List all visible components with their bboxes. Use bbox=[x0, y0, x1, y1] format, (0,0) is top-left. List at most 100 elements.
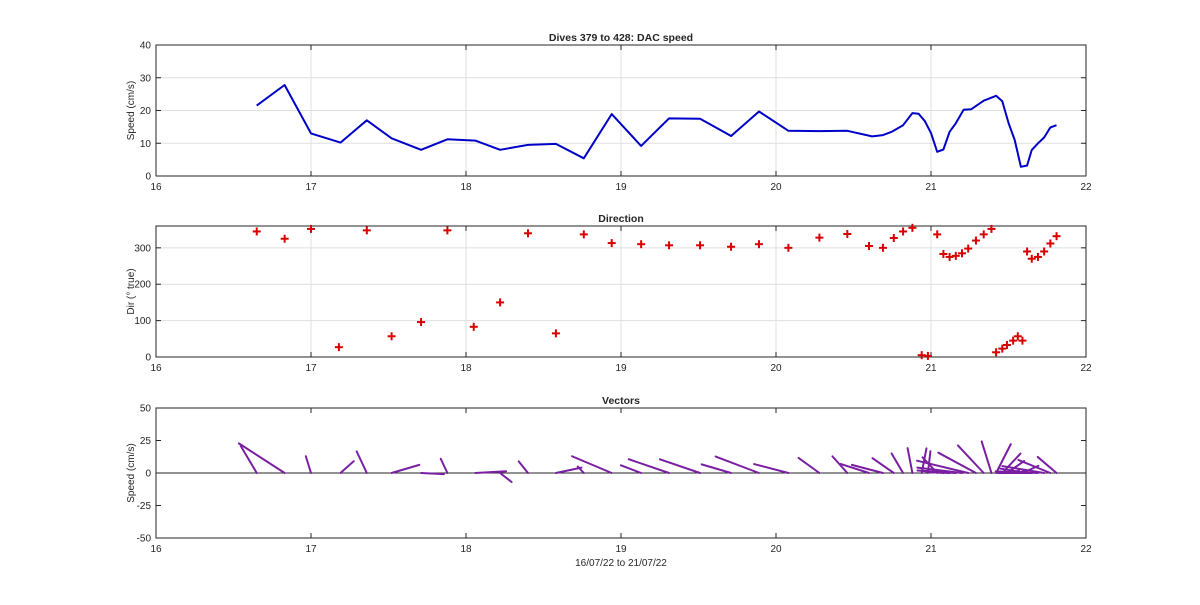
x-tick-label: 19 bbox=[615, 544, 627, 555]
vector-stick bbox=[304, 455, 312, 474]
direction-marker bbox=[899, 227, 908, 236]
y-tick-label: 0 bbox=[145, 172, 151, 183]
panel-title: Dives 379 to 428: DAC speed bbox=[549, 32, 693, 44]
direction-panel: 16 17 18 19 20 21 22 0 100 200 300 Direction Dir (° … bbox=[126, 213, 1092, 374]
vector-stick bbox=[916, 466, 963, 474]
vector-stick bbox=[439, 457, 449, 474]
direction-marker bbox=[1052, 232, 1061, 241]
y-tick-label: 25 bbox=[140, 436, 152, 447]
vector-stick bbox=[239, 445, 258, 474]
x-tick-label: 17 bbox=[305, 182, 317, 193]
vector-stick bbox=[714, 455, 760, 474]
direction-marker bbox=[979, 230, 988, 239]
x-tick-label: 21 bbox=[925, 363, 937, 374]
y-tick-label: 20 bbox=[140, 106, 152, 117]
direction-marker bbox=[908, 223, 917, 232]
direction-marker bbox=[496, 298, 505, 307]
vector-stick bbox=[355, 450, 368, 474]
direction-marker bbox=[1009, 336, 1018, 345]
vector-stick bbox=[474, 470, 508, 474]
direction-marker bbox=[307, 224, 315, 233]
vector-stick bbox=[995, 443, 1012, 474]
x-tick-label: 21 bbox=[925, 544, 937, 555]
direction-marker bbox=[964, 244, 973, 253]
direction-marker bbox=[1046, 239, 1055, 248]
vector-stick bbox=[890, 452, 905, 474]
direction-marker bbox=[939, 250, 948, 259]
vector-stick bbox=[797, 456, 821, 474]
direction-marker bbox=[607, 239, 616, 248]
x-tick-label: 16 bbox=[150, 363, 162, 374]
direction-marker bbox=[971, 236, 980, 245]
direction-marker bbox=[878, 243, 887, 252]
vector-stick bbox=[906, 447, 914, 474]
vector-stick bbox=[753, 463, 790, 474]
y-tick-label: 30 bbox=[140, 73, 152, 84]
direction-marker bbox=[987, 224, 996, 233]
vector-stick bbox=[339, 460, 355, 474]
direction-marker bbox=[951, 251, 960, 260]
axes-box bbox=[155, 44, 1087, 177]
x-tick-label: 20 bbox=[770, 363, 782, 374]
axes-box bbox=[155, 225, 1087, 358]
vector-stick bbox=[576, 465, 585, 474]
direction-marker bbox=[443, 226, 452, 235]
direction-marker bbox=[551, 329, 560, 338]
y-tick-label: -25 bbox=[137, 501, 152, 512]
vectors-panel: 16 17 18 19 20 21 22 -50 -25 0 25 50 Vectors Speed (c… bbox=[126, 395, 1092, 569]
vector-stick bbox=[916, 459, 970, 474]
x-tick-label: 16 bbox=[150, 182, 162, 193]
direction-marker bbox=[815, 233, 824, 242]
y-tick-label: 0 bbox=[145, 353, 151, 364]
direction-marker bbox=[637, 240, 646, 249]
y-tick-label: 10 bbox=[140, 139, 152, 150]
direction-marker bbox=[280, 234, 289, 243]
direction-marker bbox=[889, 234, 898, 243]
vector-stick bbox=[658, 458, 702, 474]
direction-marker bbox=[992, 348, 1001, 357]
y-axis-label: Speed (cm/s) bbox=[126, 81, 137, 140]
vector-stick bbox=[1001, 465, 1046, 474]
vector-stick bbox=[937, 451, 977, 474]
speed-panel: 16 17 18 19 20 21 22 0 10 20 30 40 Dives 379 to 428:… bbox=[126, 32, 1092, 193]
x-tick-label: 18 bbox=[460, 182, 472, 193]
vector-stick bbox=[517, 460, 529, 474]
speed-series-line bbox=[256, 84, 1057, 168]
vector-stick bbox=[980, 440, 993, 474]
vector-stick bbox=[700, 463, 733, 474]
vector-stick bbox=[1036, 455, 1058, 474]
vector-stick bbox=[1017, 458, 1052, 474]
x-tick-label: 17 bbox=[305, 363, 317, 374]
y-tick-label: -50 bbox=[137, 534, 152, 545]
direction-marker bbox=[754, 240, 763, 249]
x-tick-label: 17 bbox=[305, 544, 317, 555]
x-axis-label: 16/07/22 to 21/07/22 bbox=[575, 558, 667, 569]
direction-marker bbox=[334, 343, 343, 352]
y-tick-label: 0 bbox=[145, 469, 151, 480]
y-tick-label: 40 bbox=[140, 41, 152, 52]
direction-marker bbox=[727, 242, 736, 251]
x-tick-label: 22 bbox=[1080, 182, 1092, 193]
vector-stick bbox=[994, 470, 1039, 474]
y-tick-label: 100 bbox=[134, 316, 151, 327]
y-axis-label: Dir (° true) bbox=[126, 268, 137, 314]
direction-marker bbox=[696, 241, 705, 250]
y-axis-label: Speed (cm/s) bbox=[126, 443, 137, 502]
x-tick-label: 18 bbox=[460, 363, 472, 374]
y-tick-label: 50 bbox=[140, 404, 152, 415]
vector-stick bbox=[839, 462, 870, 474]
y-tick-label: 300 bbox=[134, 243, 151, 254]
vector-stick bbox=[237, 442, 286, 474]
direction-marker bbox=[1013, 332, 1022, 341]
direction-marker bbox=[1040, 247, 1049, 256]
vector-stick bbox=[627, 458, 671, 474]
direction-marker bbox=[1002, 340, 1011, 349]
direction-marker bbox=[865, 242, 873, 251]
x-tick-label: 19 bbox=[615, 182, 627, 193]
y-tick-label: 200 bbox=[134, 280, 151, 291]
x-tick-label: 16 bbox=[150, 544, 162, 555]
x-tick-label: 19 bbox=[615, 363, 627, 374]
vector-stick bbox=[390, 463, 421, 474]
vector-stick bbox=[871, 457, 895, 474]
direction-marker bbox=[1023, 247, 1032, 256]
